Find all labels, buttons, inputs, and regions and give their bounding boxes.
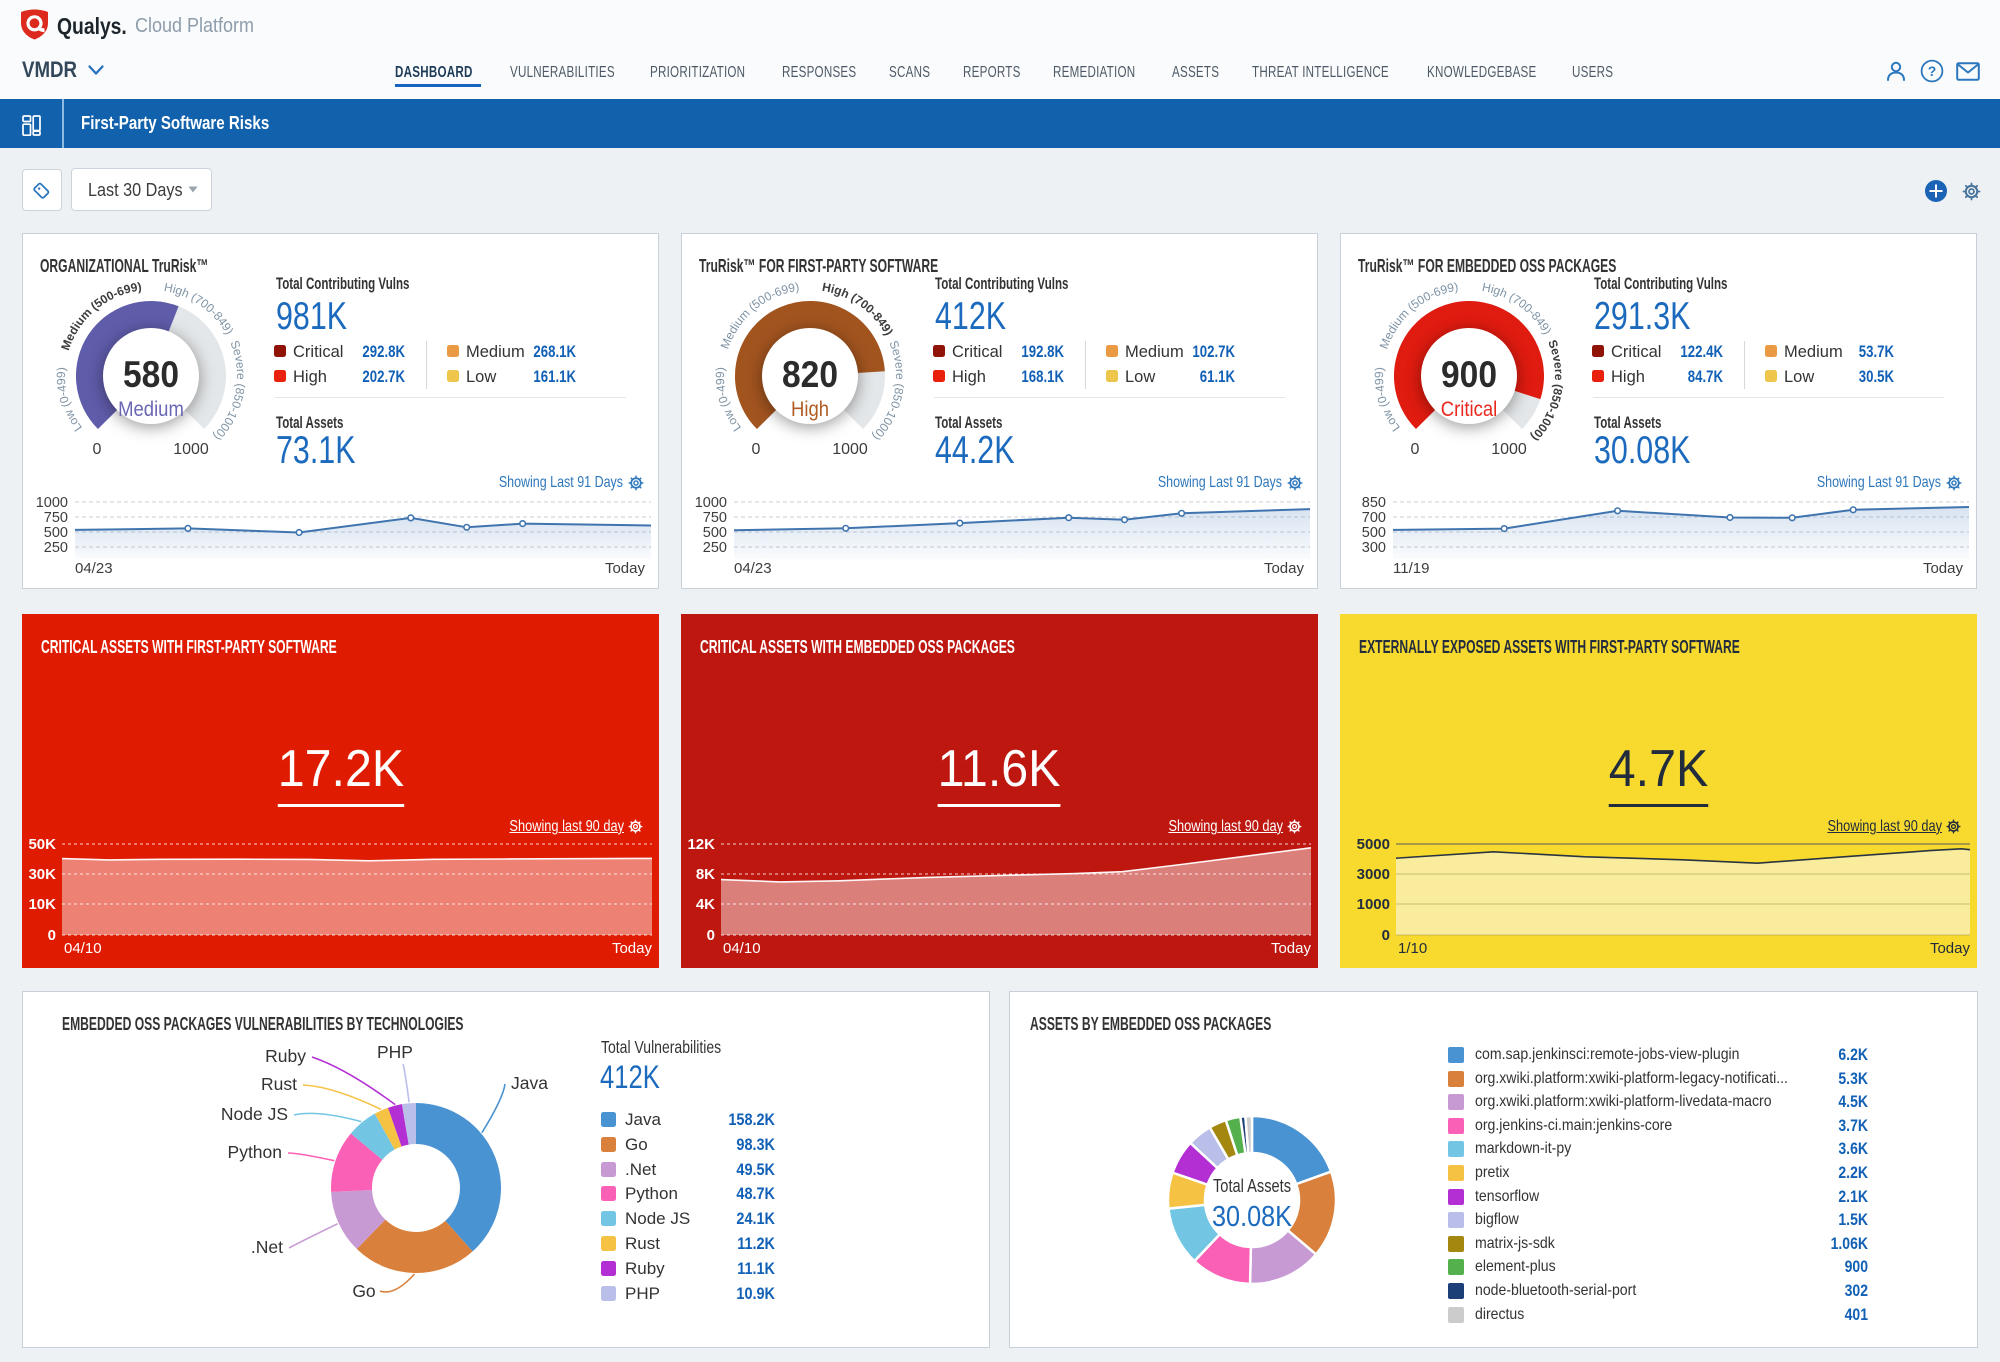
- svg-text:500: 500: [703, 525, 727, 541]
- svg-text:50K: 50K: [28, 838, 56, 853]
- svg-text:?: ?: [1928, 63, 1937, 79]
- svg-text:Today: Today: [605, 560, 646, 577]
- svg-text:Total Assets: Total Assets: [1213, 1176, 1291, 1196]
- svg-text:.Net: .Net: [251, 1237, 283, 1257]
- svg-text:Today: Today: [612, 940, 653, 957]
- svg-text:Today: Today: [1930, 940, 1971, 957]
- svg-text:750: 750: [44, 510, 68, 526]
- svg-text:300: 300: [1362, 540, 1386, 556]
- svg-text:8K: 8K: [696, 866, 715, 883]
- svg-text:3000: 3000: [1357, 866, 1390, 883]
- svg-text:11/19: 11/19: [1393, 560, 1429, 577]
- svg-text:700: 700: [1362, 510, 1386, 526]
- svg-text:Today: Today: [1923, 560, 1964, 577]
- svg-text:04/10: 04/10: [723, 940, 761, 957]
- svg-text:820: 820: [782, 354, 838, 395]
- svg-text:0: 0: [93, 441, 102, 458]
- svg-text:1000: 1000: [1357, 896, 1390, 913]
- svg-text:30.08K: 30.08K: [1212, 1201, 1293, 1233]
- svg-text:900: 900: [1441, 354, 1497, 395]
- svg-text:1000: 1000: [832, 441, 868, 458]
- svg-text:Today: Today: [1264, 560, 1305, 577]
- svg-text:1000: 1000: [173, 441, 209, 458]
- svg-text:12K: 12K: [687, 838, 715, 853]
- svg-text:500: 500: [1362, 525, 1386, 541]
- svg-text:250: 250: [703, 540, 727, 556]
- svg-text:0: 0: [1411, 441, 1420, 458]
- svg-text:0: 0: [752, 441, 761, 458]
- svg-text:1/10: 1/10: [1398, 940, 1427, 957]
- svg-text:Python: Python: [228, 1142, 282, 1162]
- svg-text:10K: 10K: [28, 896, 56, 913]
- svg-text:Node JS: Node JS: [221, 1104, 288, 1124]
- svg-text:Go: Go: [352, 1281, 375, 1301]
- svg-text:250: 250: [44, 540, 68, 556]
- svg-text:Critical: Critical: [1441, 398, 1497, 421]
- svg-text:Today: Today: [1271, 940, 1312, 957]
- svg-text:1000: 1000: [695, 495, 727, 511]
- svg-text:04/23: 04/23: [75, 560, 113, 577]
- svg-text:500: 500: [44, 525, 68, 541]
- svg-text:850: 850: [1362, 495, 1386, 511]
- svg-text:04/10: 04/10: [64, 940, 102, 957]
- svg-text:PHP: PHP: [377, 1042, 413, 1062]
- svg-text:5000: 5000: [1357, 838, 1390, 853]
- svg-text:0: 0: [707, 927, 715, 944]
- svg-text:30K: 30K: [28, 866, 56, 883]
- svg-text:1000: 1000: [36, 495, 68, 511]
- svg-text:Rust: Rust: [261, 1074, 297, 1094]
- svg-text:Medium: Medium: [118, 398, 184, 421]
- svg-text:04/23: 04/23: [734, 560, 772, 577]
- svg-text:Ruby: Ruby: [265, 1046, 306, 1066]
- svg-text:4K: 4K: [696, 896, 715, 913]
- svg-text:580: 580: [123, 354, 179, 395]
- svg-text:0: 0: [1382, 927, 1390, 944]
- svg-text:750: 750: [703, 510, 727, 526]
- svg-text:1000: 1000: [1491, 441, 1527, 458]
- svg-text:High: High: [791, 398, 829, 421]
- svg-text:0: 0: [48, 927, 56, 944]
- svg-text:Java: Java: [511, 1073, 548, 1093]
